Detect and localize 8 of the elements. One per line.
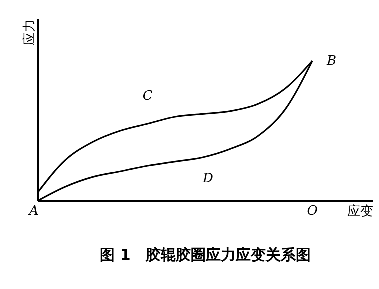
text: B: [326, 54, 337, 69]
text: O: [307, 204, 318, 219]
y-axis-title: 应力: [22, 20, 38, 46]
x-axis-title: 应变: [348, 204, 374, 220]
annotation: D: [202, 172, 214, 187]
text: A: [28, 204, 39, 219]
text: 图 1 胶辊胶圈应力应变关系图: [100, 246, 311, 264]
annotation: C: [142, 89, 153, 104]
